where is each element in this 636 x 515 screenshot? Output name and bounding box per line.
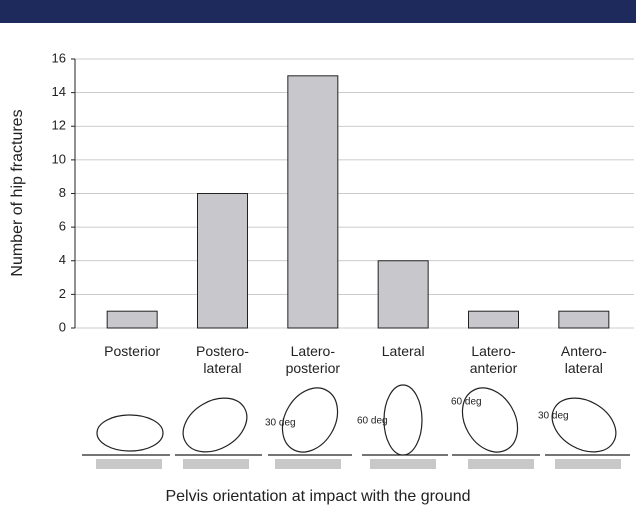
- bar: [107, 311, 157, 328]
- angle-annotation: 30 deg: [265, 418, 296, 429]
- ground-blocks: [96, 459, 621, 469]
- bar: [469, 311, 519, 328]
- x-tick-label: Latero- anterior: [449, 343, 539, 377]
- x-tick-label: Posterior: [87, 343, 177, 360]
- y-tick-label: 16: [52, 50, 66, 65]
- angle-annotation: 60 deg: [357, 416, 388, 427]
- chart: Number of hip fractures Pelvis orientati…: [0, 0, 636, 515]
- angle-annotation: 60 deg: [451, 397, 482, 408]
- x-tick-label: Lateral: [358, 343, 448, 360]
- x-tick-label: Latero- posterior: [268, 343, 358, 377]
- y-tick-label: 2: [59, 286, 66, 301]
- page: Number of hip fractures Pelvis orientati…: [0, 0, 636, 515]
- x-tick-label: Antero- lateral: [539, 343, 629, 377]
- y-tick-label: 14: [52, 84, 66, 99]
- bar: [198, 194, 248, 329]
- y-tick-label: 10: [52, 151, 66, 166]
- bar: [288, 76, 338, 328]
- angle-annotation: 30 deg: [538, 411, 569, 422]
- bar: [378, 261, 428, 328]
- x-axis-label: Pelvis orientation at impact with the gr…: [165, 488, 470, 505]
- y-tick-label: 12: [52, 118, 66, 133]
- y-tick-label: 8: [59, 185, 66, 200]
- x-tick-label: Postero- lateral: [178, 343, 268, 377]
- header-band: [0, 0, 636, 23]
- y-tick-label: 4: [59, 252, 66, 267]
- y-axis-label: Number of hip fractures: [9, 109, 26, 276]
- bar: [559, 311, 609, 328]
- y-tick-label: 0: [59, 319, 66, 334]
- y-tick-label: 6: [59, 219, 66, 234]
